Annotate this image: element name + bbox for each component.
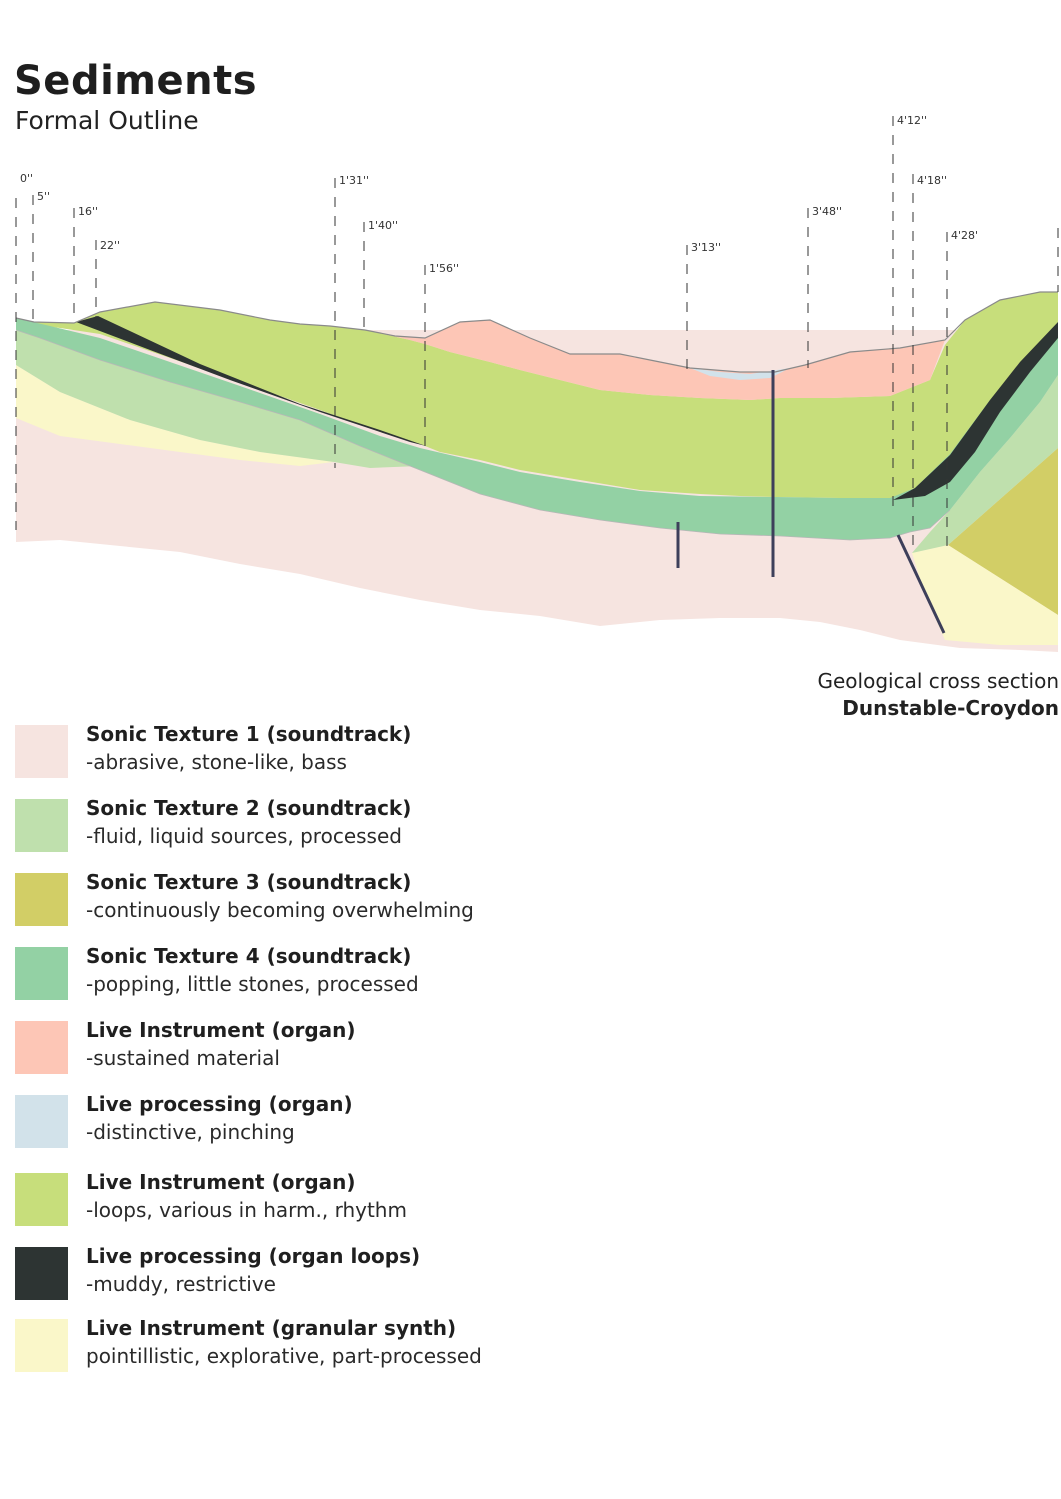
legend-title: Sonic Texture 4 (soundtrack)	[86, 944, 412, 968]
time-marker-label: 1'31''	[339, 174, 369, 187]
legend-swatch	[15, 1095, 68, 1148]
legend-title: Sonic Texture 1 (soundtrack)	[86, 722, 412, 746]
time-marker-label: 3'13''	[691, 241, 721, 254]
time-marker-label: 5''	[37, 190, 50, 203]
fault-line-3	[896, 534, 946, 634]
layer-muddy-left	[76, 316, 426, 446]
legend-description: -muddy, restrictive	[86, 1272, 276, 1296]
legend-title: Live processing (organ)	[86, 1092, 353, 1116]
legend-swatch	[15, 799, 68, 852]
layer-texture-4	[16, 318, 1058, 540]
layer-muddy-right	[893, 322, 1058, 500]
caption-line-1: Geological cross section	[817, 669, 1060, 693]
time-marker-label: 3'48''	[812, 205, 842, 218]
layer-granular-right	[912, 545, 1058, 645]
legend-swatch	[15, 1173, 68, 1226]
page-subtitle: Formal Outline	[15, 106, 199, 135]
legend-description: -distinctive, pinching	[86, 1120, 295, 1144]
cross-section-diagram: 0'' 5'' 16'' 22'' 1'31'' 1'40'' 1'56'' 3'13'' 3'…	[15, 114, 1059, 652]
legend-title: Live Instrument (granular synth)	[86, 1316, 457, 1340]
layer-texture-2-left	[16, 330, 420, 468]
legend-swatch	[15, 1247, 68, 1300]
time-marker-label: 4'18''	[917, 174, 947, 187]
legend-description: -continuously becoming overwhelming	[86, 898, 474, 922]
ground-surface-line	[15, 291, 1058, 373]
base-outline	[15, 329, 951, 541]
diagram-caption: Geological cross section Dunstable-Croyd…	[818, 668, 1060, 722]
legend-description: -abrasive, stone-like, bass	[86, 750, 347, 774]
legend-title: Live Instrument (organ)	[86, 1170, 356, 1194]
legend-description: -fluid, liquid sources, processed	[86, 824, 402, 848]
caption-line-2: Dunstable-Croydon	[842, 696, 1059, 720]
layer-granular-left	[16, 365, 334, 466]
time-marker-label: 1'40''	[368, 219, 398, 232]
legend-description: -sustained material	[86, 1046, 280, 1070]
layer-organ-loops	[16, 292, 1058, 498]
time-marker-label: 1'56''	[429, 262, 459, 275]
time-marker-label: 0''	[20, 172, 33, 185]
time-markers: 0'' 5'' 16'' 22'' 1'31'' 1'40'' 1'56'' 3'13'' 3'…	[15, 114, 1059, 548]
legend-swatch	[15, 725, 68, 778]
layer-texture-3	[948, 448, 1058, 615]
legend-description: -loops, various in harm., rhythm	[86, 1198, 407, 1222]
layer-processing-pinch	[690, 368, 790, 380]
layer-organ-sustained	[365, 320, 945, 400]
page-title: Sediments	[14, 58, 257, 104]
legend-swatch	[15, 1021, 68, 1074]
time-marker-label: 4'12''	[897, 114, 927, 127]
time-marker-label: 16''	[78, 205, 98, 218]
legend-swatch	[15, 947, 68, 1000]
legend-description: -popping, little stones, processed	[86, 972, 419, 996]
legend-title: Live Instrument (organ)	[86, 1018, 356, 1042]
legend-swatch	[15, 1319, 68, 1372]
legend-title: Live processing (organ loops)	[86, 1244, 421, 1268]
legend-description: pointillistic, explorative, part-process…	[86, 1344, 482, 1368]
legend-title: Sonic Texture 3 (soundtrack)	[86, 870, 412, 894]
legend-swatch	[15, 873, 68, 926]
layer-texture-2-right	[912, 375, 1058, 553]
legend-title: Sonic Texture 2 (soundtrack)	[86, 796, 412, 820]
time-marker-label: 4'28'	[951, 229, 978, 242]
time-marker-label: 22''	[100, 239, 120, 252]
